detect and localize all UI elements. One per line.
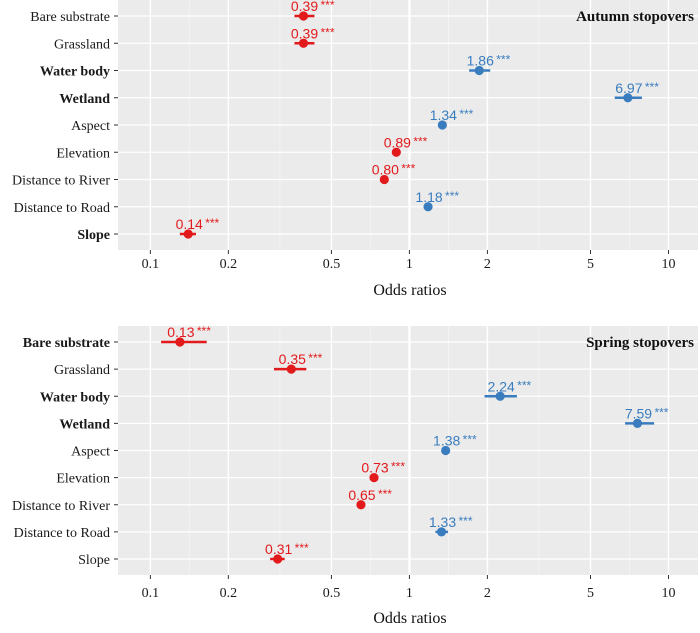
y-axis-label: Water body (40, 390, 110, 405)
odds-ratio-point (356, 500, 366, 510)
significance-stars: *** (645, 80, 659, 94)
significance-stars: *** (654, 405, 668, 419)
x-tick-label: 10 (661, 257, 675, 272)
odds-ratio-point (632, 418, 643, 428)
x-tick-label: 10 (661, 586, 675, 601)
odds-ratio-point (183, 229, 193, 239)
y-axis-label: Distance to Road (14, 526, 110, 541)
y-axis-label: Aspect (71, 445, 110, 460)
significance-stars: *** (320, 0, 334, 12)
y-axis-label: Grassland (54, 363, 110, 378)
odds-ratio-point (441, 445, 451, 456)
x-tick-label: 0.1 (142, 586, 160, 601)
odds-ratio-point (298, 11, 309, 21)
value-label: 0.14 (176, 216, 203, 232)
value-label: 0.73 (361, 460, 388, 476)
value-label: 1.34 (430, 107, 457, 123)
y-axis-label: Aspect (71, 119, 110, 134)
value-label: 0.31 (265, 541, 292, 557)
x-tick-label: 5 (587, 586, 594, 601)
odds-ratio-point (495, 391, 505, 401)
y-axis-label: Grassland (54, 37, 110, 52)
y-axis-label: Distance to River (12, 499, 110, 514)
y-axis-label: Distance to Road (14, 201, 110, 216)
x-tick-label: 0.2 (220, 257, 238, 272)
significance-stars: *** (517, 378, 531, 392)
significance-stars: *** (295, 541, 309, 555)
value-label: 0.13 (167, 324, 194, 340)
value-label: 1.86 (467, 53, 494, 69)
x-axis-title: Odds ratios (373, 282, 446, 299)
value-label: 0.35 (279, 351, 306, 367)
value-label: 0.80 (372, 162, 399, 178)
y-axis-label: Distance to River (12, 174, 110, 189)
odds-ratio-point (437, 120, 447, 130)
odds-ratio-point (436, 527, 447, 537)
x-tick-label: 0.5 (323, 257, 341, 272)
y-axis-label: Water body (40, 65, 110, 80)
odds-ratio-point (369, 473, 379, 483)
significance-stars: *** (459, 514, 473, 528)
x-tick-label: 0.2 (220, 586, 238, 601)
significance-stars: *** (320, 25, 334, 39)
value-label: 2.24 (488, 378, 515, 394)
odds-ratio-point (298, 38, 309, 48)
y-axis-label: Slope (78, 553, 110, 568)
odds-ratio-point (474, 65, 484, 76)
panel-title: Autumn stopovers (576, 9, 694, 25)
y-axis-label: Elevation (56, 146, 110, 161)
y-axis-label: Elevation (56, 472, 110, 487)
significance-stars: *** (308, 351, 322, 365)
x-tick-label: 0.5 (323, 586, 341, 601)
odds-ratio-point (175, 337, 185, 347)
x-tick-label: 0.1 (142, 257, 160, 272)
value-label: 1.38 (433, 433, 460, 449)
value-label: 7.59 (625, 405, 652, 421)
y-axis-label: Bare substrate (30, 10, 110, 25)
y-axis-label: Slope (77, 228, 110, 243)
value-label: 1.18 (415, 189, 442, 205)
odds-ratio-point (423, 202, 433, 212)
odds-ratio-point (286, 364, 296, 374)
significance-stars: *** (463, 433, 477, 447)
value-label: 0.65 (348, 487, 375, 503)
significance-stars: *** (445, 189, 459, 203)
significance-stars: *** (496, 53, 510, 67)
odds-ratio-point (391, 147, 401, 157)
x-tick-label: 2 (484, 586, 491, 601)
value-label: 0.39 (291, 0, 318, 14)
x-tick-label: 1 (406, 257, 413, 272)
x-tick-label: 5 (587, 257, 594, 272)
value-label: 1.33 (429, 514, 456, 530)
value-label: 0.89 (384, 134, 411, 150)
x-tick-label: 1 (406, 586, 413, 601)
x-axis-title: Odds ratios (373, 610, 446, 627)
significance-stars: *** (401, 162, 415, 176)
significance-stars: *** (391, 460, 405, 474)
significance-stars: *** (205, 216, 219, 230)
odds-ratio-point (273, 554, 283, 564)
y-axis-label: Wetland (59, 417, 110, 432)
y-axis-label: Bare substrate (23, 336, 110, 351)
odds-ratio-point (379, 174, 389, 185)
value-label: 0.39 (291, 25, 318, 41)
significance-stars: *** (378, 487, 392, 501)
odds-ratio-point (623, 93, 633, 103)
y-axis-label: Wetland (59, 92, 110, 107)
value-label: 6.97 (615, 80, 642, 96)
x-tick-label: 2 (484, 257, 491, 272)
significance-stars: *** (413, 134, 427, 148)
panel-title: Spring stopovers (586, 335, 694, 351)
significance-stars: *** (197, 324, 211, 338)
significance-stars: *** (459, 107, 473, 121)
